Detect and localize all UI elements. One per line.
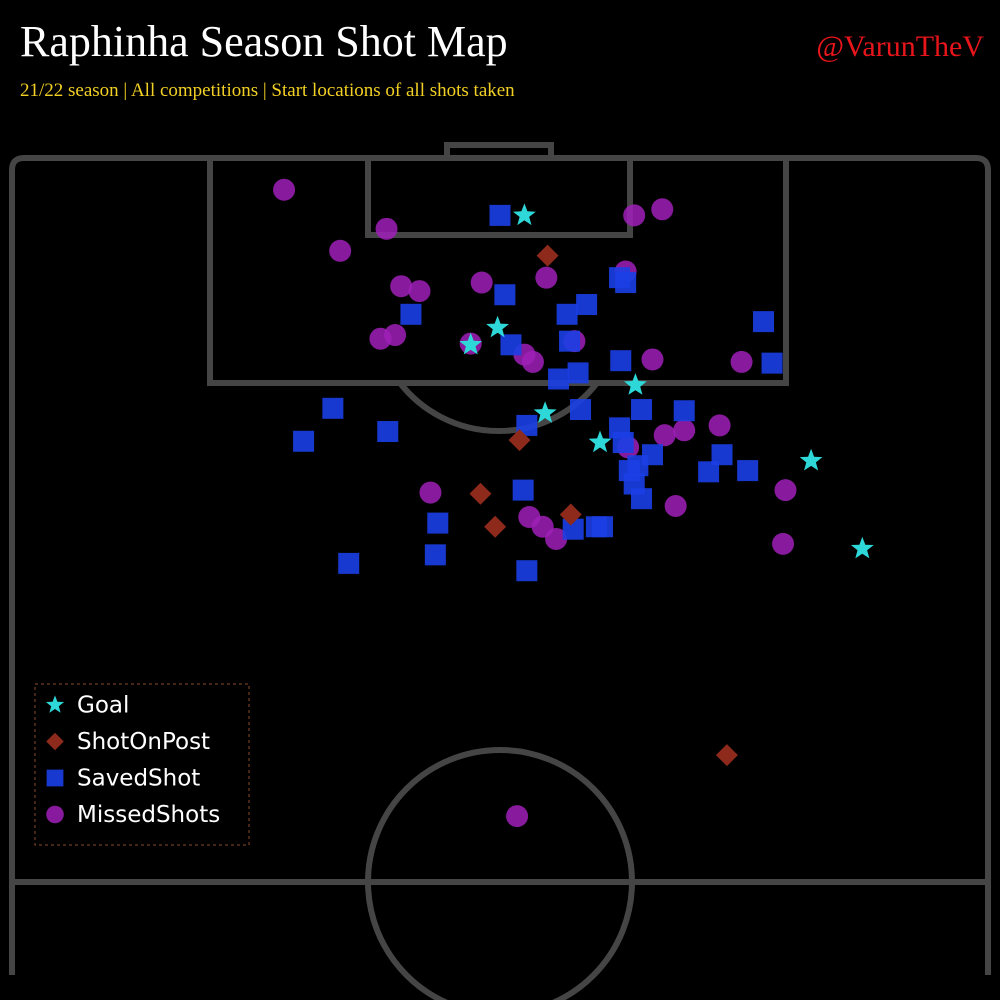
goal bbox=[444, 142, 554, 158]
missed-marker bbox=[653, 424, 676, 447]
goal-marker bbox=[513, 203, 536, 226]
saved-marker bbox=[761, 352, 783, 374]
missed-marker bbox=[419, 481, 442, 504]
saved-marker bbox=[610, 350, 632, 372]
missed-marker bbox=[384, 324, 407, 347]
saved-marker bbox=[489, 204, 511, 226]
missed-marker bbox=[375, 217, 398, 240]
goal-marker bbox=[533, 401, 557, 423]
saved-marker bbox=[548, 368, 570, 390]
saved-marker bbox=[612, 432, 634, 454]
post-marker bbox=[536, 244, 559, 267]
chart-title: Raphinha Season Shot Map bbox=[20, 17, 508, 66]
saved-marker bbox=[293, 430, 315, 452]
saved-marker bbox=[559, 330, 581, 352]
saved-marker bbox=[322, 397, 344, 419]
goal-marker bbox=[850, 536, 874, 559]
legend-label: Goal bbox=[77, 693, 129, 719]
goal-marker bbox=[45, 695, 65, 713]
six-yard-box bbox=[365, 155, 633, 238]
saved-marker bbox=[753, 311, 775, 333]
legend-label: SavedShot bbox=[77, 766, 200, 792]
missed-marker bbox=[545, 527, 568, 550]
missed-marker bbox=[772, 532, 795, 555]
saved-marker bbox=[562, 518, 584, 540]
saved-marker bbox=[494, 284, 516, 306]
missed-marker bbox=[673, 419, 696, 442]
goal-marker bbox=[486, 315, 509, 338]
goal-marker bbox=[459, 332, 483, 355]
goal-marker bbox=[624, 373, 647, 395]
saved-marker bbox=[567, 362, 589, 384]
missed-marker bbox=[329, 239, 352, 262]
goal-marker bbox=[588, 430, 612, 453]
saved-marker bbox=[338, 552, 360, 574]
post-marker bbox=[559, 503, 582, 526]
saved-marker bbox=[631, 488, 653, 510]
missed-marker bbox=[623, 204, 646, 227]
saved-marker bbox=[631, 399, 653, 421]
saved-marker bbox=[627, 455, 649, 477]
saved-marker bbox=[556, 303, 578, 325]
saved-marker bbox=[46, 769, 64, 787]
chart-subtitle: 21/22 season | All competitions | Start … bbox=[20, 80, 515, 101]
missed-marker bbox=[390, 275, 413, 298]
legend-label: MissedShots bbox=[77, 802, 220, 828]
missed-marker bbox=[708, 414, 731, 437]
saved-marker bbox=[400, 303, 422, 325]
missed-marker bbox=[46, 805, 64, 824]
post-marker bbox=[46, 732, 64, 751]
saved-marker bbox=[516, 414, 538, 436]
goal-marker bbox=[799, 448, 823, 471]
missed-marker bbox=[408, 280, 431, 303]
missed-marker bbox=[535, 266, 558, 289]
post-marker bbox=[484, 515, 507, 538]
legend-box bbox=[34, 683, 250, 846]
saved-marker bbox=[711, 444, 733, 466]
saved-marker bbox=[377, 421, 399, 443]
saved-marker bbox=[500, 334, 522, 356]
shots bbox=[273, 178, 874, 828]
post-marker bbox=[715, 744, 738, 767]
missed-marker bbox=[730, 350, 753, 373]
missed-marker bbox=[664, 495, 687, 517]
saved-marker bbox=[570, 399, 592, 421]
saved-marker bbox=[576, 294, 598, 316]
post-marker bbox=[469, 482, 492, 505]
saved-marker bbox=[698, 461, 720, 483]
legend: Goal ShotOnPost SavedShot MissedShots bbox=[34, 683, 250, 846]
missed-marker bbox=[651, 198, 674, 221]
saved-marker bbox=[673, 400, 695, 422]
saved-marker bbox=[516, 560, 538, 582]
missed-marker bbox=[273, 178, 296, 201]
saved-marker bbox=[512, 479, 534, 501]
missed-marker bbox=[774, 479, 797, 502]
missed-marker bbox=[641, 348, 664, 371]
saved-marker bbox=[424, 544, 446, 566]
missed-marker bbox=[521, 350, 544, 373]
post-marker bbox=[508, 429, 531, 452]
missed-marker bbox=[470, 271, 493, 294]
saved-marker bbox=[615, 272, 637, 294]
saved-marker bbox=[737, 460, 759, 482]
credit: @VarunTheV bbox=[816, 30, 984, 63]
missed-marker bbox=[506, 805, 529, 828]
saved-marker bbox=[591, 516, 613, 538]
saved-marker bbox=[427, 512, 449, 534]
legend-label: ShotOnPost bbox=[77, 729, 210, 755]
center-circle bbox=[365, 747, 635, 1000]
